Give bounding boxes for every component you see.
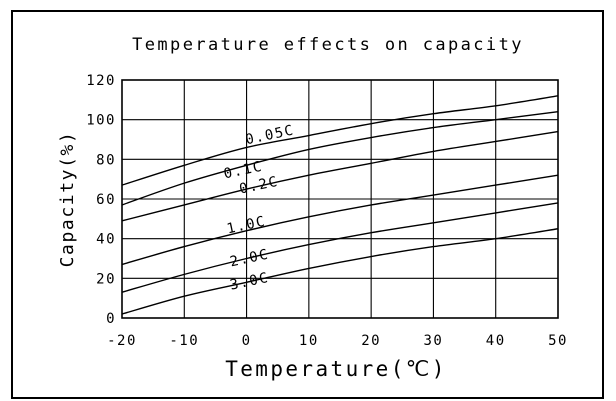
- y-tick-label: 40: [96, 232, 116, 248]
- series-label-0-05C: 0.05C: [244, 122, 296, 148]
- series-line-2-0C: [121, 202, 559, 293]
- y-tick-label: 100: [86, 113, 116, 129]
- series-lines: [121, 95, 559, 315]
- x-tick-label: 0: [242, 333, 252, 349]
- x-tick-label: 20: [361, 333, 381, 349]
- y-tick-label: 120: [86, 73, 116, 89]
- chart-frame: 0.05C 0.1C 0.2C 1.0C 2.0C 3.0C -20 -10 0 10 20 30 4…: [11, 10, 604, 399]
- x-tick-label: 40: [486, 333, 506, 349]
- series-label-3-0C: 3.0C: [229, 270, 271, 294]
- y-tick-label: 0: [106, 311, 116, 327]
- plot-area-border: [121, 79, 559, 319]
- series-label-2-0C: 2.0C: [229, 246, 271, 270]
- y-tick-label: 60: [96, 192, 116, 208]
- chart-title: Temperature effects on capacity: [132, 35, 524, 55]
- series-line-0-05C: [121, 95, 559, 186]
- series-line-0-2C: [121, 130, 559, 222]
- grid-lines: [122, 80, 558, 318]
- y-axis-label: Capacity(%): [57, 131, 78, 268]
- y-tick-labels: 0 20 40 60 80 100 120: [86, 73, 116, 327]
- y-tick-label: 20: [96, 271, 116, 287]
- series-line-0-1C: [121, 111, 559, 206]
- series-line-3-0C: [121, 228, 559, 315]
- x-axis-label: Temperature(℃): [225, 357, 447, 381]
- series-line-1-0C: [121, 174, 559, 266]
- x-tick-label: -10: [169, 333, 199, 349]
- x-tick-label: 30: [423, 333, 443, 349]
- x-tick-labels: -20 -10 0 10 20 30 40 50: [107, 333, 568, 349]
- x-tick-label: 50: [548, 333, 568, 349]
- x-tick-label: 10: [299, 333, 319, 349]
- x-tick-label: -20: [107, 333, 137, 349]
- y-tick-label: 80: [96, 152, 116, 168]
